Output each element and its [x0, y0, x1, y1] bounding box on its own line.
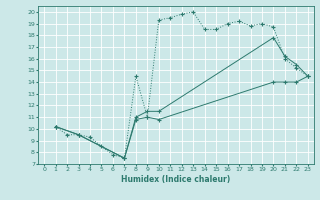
X-axis label: Humidex (Indice chaleur): Humidex (Indice chaleur) — [121, 175, 231, 184]
